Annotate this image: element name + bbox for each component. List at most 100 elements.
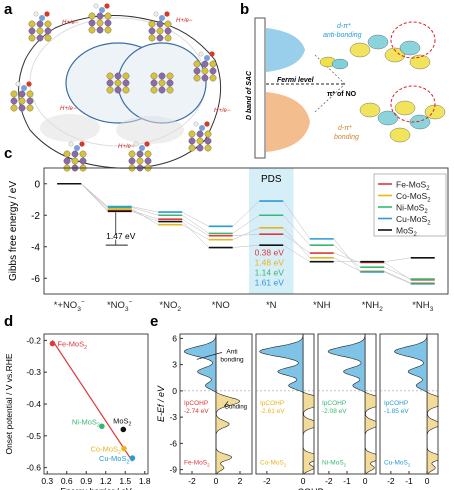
s-atom bbox=[26, 90, 34, 98]
pds-label: PDS bbox=[261, 174, 282, 185]
s-atom bbox=[122, 72, 130, 80]
pds-value: 1.48 eV bbox=[255, 257, 285, 267]
n-atom bbox=[199, 125, 205, 131]
s-atom bbox=[128, 150, 136, 158]
connector-line bbox=[182, 218, 209, 236]
mo-atom bbox=[201, 74, 209, 82]
o-atom bbox=[104, 3, 110, 9]
connector-line bbox=[232, 227, 260, 240]
mo-atom bbox=[44, 27, 52, 35]
o-atom bbox=[26, 81, 32, 87]
mo-atom bbox=[63, 157, 71, 165]
s-atom bbox=[28, 20, 36, 28]
s-atom bbox=[150, 86, 158, 94]
bonding-area bbox=[302, 333, 315, 475]
panel-b-orbital-diagram: D band of SAC Fermi level π* of NO d-π* a… bbox=[246, 17, 446, 159]
subpanel-name: Fe-MoS2 bbox=[184, 459, 210, 467]
h-atom bbox=[68, 141, 74, 147]
point-label: Co-MoS2 bbox=[91, 445, 122, 456]
panel-label-a: a bbox=[4, 1, 13, 18]
x-tick-label: 1.2 bbox=[100, 476, 112, 486]
s-atom bbox=[10, 90, 18, 98]
y-tick-label: -9 bbox=[169, 465, 177, 475]
s-atom bbox=[164, 20, 172, 28]
orbital-lobe bbox=[409, 114, 431, 130]
y-tick-label: -3 bbox=[169, 412, 177, 422]
fermi-level-label: Fermi level bbox=[277, 77, 315, 84]
mo-atom bbox=[150, 79, 158, 87]
connector-line bbox=[182, 211, 209, 227]
antibonding-annotation: Anti bonding bbox=[220, 348, 244, 363]
o-atom bbox=[164, 11, 170, 17]
legend-label: Co-MoS2 bbox=[396, 191, 431, 204]
y-tick-label: -0.2 bbox=[26, 335, 41, 345]
s-atom bbox=[96, 19, 104, 27]
mo-atom bbox=[164, 27, 172, 35]
x-tick-label: -2 bbox=[188, 476, 196, 486]
mo-atom bbox=[114, 86, 122, 94]
x-tick-label: -2 bbox=[325, 476, 333, 486]
s-atom bbox=[71, 157, 79, 165]
connector-line bbox=[131, 210, 159, 220]
x-tick-label: 1.8 bbox=[139, 476, 151, 486]
mo-atom bbox=[18, 90, 26, 98]
annotation-arrow bbox=[196, 352, 223, 360]
subpanel-name: Cu-MoS2 bbox=[384, 459, 411, 467]
s-atom bbox=[136, 157, 144, 165]
mos2-cluster bbox=[193, 51, 217, 82]
mos2-cluster bbox=[148, 11, 172, 42]
data-point bbox=[99, 423, 105, 430]
n-atom bbox=[139, 145, 145, 151]
orbital-lobe bbox=[399, 40, 421, 56]
n-atom bbox=[74, 145, 80, 151]
bonding-area bbox=[364, 333, 377, 475]
mo-atom bbox=[156, 20, 164, 28]
chart-c-y-axis-label: Gibbs free energy / eV bbox=[8, 181, 19, 281]
connector-line bbox=[333, 238, 361, 273]
h-atom bbox=[93, 3, 99, 9]
orbital-lobe bbox=[389, 127, 411, 143]
s-atom bbox=[88, 12, 96, 20]
pds-value: 1.61 eV bbox=[255, 277, 285, 287]
mo-atom bbox=[106, 79, 114, 87]
connector-line bbox=[232, 233, 260, 236]
mo-atom bbox=[156, 34, 164, 42]
s-atom bbox=[148, 20, 156, 28]
s-atom bbox=[196, 137, 204, 145]
orbital-lobe bbox=[349, 42, 371, 58]
x-tick-label: *+NO3− bbox=[54, 299, 85, 313]
connector-line bbox=[232, 215, 260, 234]
x-tick-label: 2 bbox=[238, 476, 243, 486]
s-atom bbox=[209, 60, 217, 68]
mo-atom bbox=[158, 86, 166, 94]
point-label: MoS2 bbox=[113, 416, 131, 427]
annotation-label: 1.47 eV bbox=[106, 231, 136, 241]
x-tick-label: *NO bbox=[212, 300, 230, 311]
o-atom bbox=[44, 11, 50, 17]
s-atom bbox=[104, 26, 112, 34]
data-point bbox=[121, 445, 127, 452]
connector-line bbox=[333, 257, 361, 272]
data-point bbox=[49, 340, 56, 347]
mo-atom bbox=[204, 137, 212, 145]
connector-line bbox=[283, 233, 310, 254]
o-atom bbox=[144, 141, 150, 147]
mo-atom bbox=[10, 97, 18, 105]
legend-label: Cu-MoS2 bbox=[396, 214, 431, 227]
legend-label: Fe-MoS2 bbox=[396, 180, 430, 193]
chart-d-y-axis-label: Onset potential / V vs.RHE bbox=[4, 353, 14, 454]
mo-atom bbox=[158, 72, 166, 80]
x-tick-label: 0 bbox=[214, 476, 219, 486]
chart-d-x-axis: 0.3 0.6 0.9 1.2 1.5 1.8 bbox=[41, 471, 151, 486]
step-label: H+/e− bbox=[60, 106, 77, 112]
h-atom bbox=[193, 121, 199, 127]
x-tick-label: *NH2 bbox=[362, 300, 383, 313]
x-tick-label: 0 bbox=[363, 476, 368, 486]
s-atom bbox=[144, 150, 152, 158]
y-tick-label: -0.3 bbox=[26, 367, 41, 377]
orbital-lobe bbox=[394, 100, 416, 116]
point-label: Cu-MoS2 bbox=[99, 454, 130, 465]
connector-line bbox=[384, 257, 411, 262]
mo-atom bbox=[196, 130, 204, 138]
